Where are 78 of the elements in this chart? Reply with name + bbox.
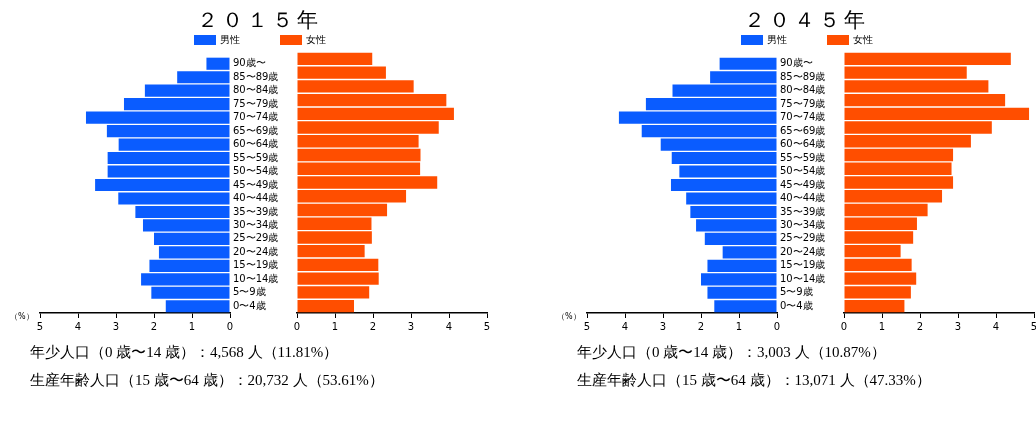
x-tick-label: 2 <box>916 320 924 332</box>
legend-label: 女性 <box>305 33 326 47</box>
x-axis-title: （%） <box>10 312 34 322</box>
y-tick-label: 10〜14歳 <box>233 272 279 284</box>
y-tick-label: 10〜14歳 <box>780 272 826 284</box>
x-tick-label: 2 <box>369 320 377 332</box>
y-tick-label: 55〜59歳 <box>233 151 279 163</box>
y-tick-label: 85〜89歳 <box>780 70 826 82</box>
y-tick-label: 80〜84歳 <box>233 84 279 96</box>
text: 生産年齢人口（15 歳〜64 歳）：20,732 人（53.61%） <box>29 371 385 390</box>
x-tick-label: 1 <box>331 320 339 332</box>
x-tick-label: 3 <box>407 320 415 332</box>
x-tick-label: 2 <box>150 320 158 332</box>
y-tick-label: 60〜64歳 <box>780 138 826 150</box>
y-tick-label: 45〜49歳 <box>233 178 279 190</box>
y-tick-label: 70〜74歳 <box>233 111 279 123</box>
text: 生産年齢人口（15 歳〜64 歳）：13,071 人（47.33%） <box>576 371 932 390</box>
legend-label: 女性 <box>852 33 873 47</box>
y-tick-label: 15〜19歳 <box>233 259 279 271</box>
x-tick-label: 4 <box>621 320 629 332</box>
x-tick-label: 2 <box>697 320 705 332</box>
y-tick-label: 35〜39歳 <box>233 205 279 217</box>
x-tick-label: 4 <box>992 320 1000 332</box>
chart-title: ２０１５年 <box>196 8 323 32</box>
y-tick-label: 0〜4歳 <box>780 299 813 311</box>
x-tick-label: 5 <box>583 320 591 332</box>
x-tick-label: 0 <box>293 320 301 332</box>
y-tick-label: 50〜54歳 <box>233 165 279 177</box>
y-tick-label: 0〜4歳 <box>233 299 266 311</box>
bar <box>844 203 928 217</box>
y-tick-label: 25〜29歳 <box>780 232 826 244</box>
x-tick-label: 0 <box>840 320 848 332</box>
y-tick-label: 15〜19歳 <box>780 259 826 271</box>
y-tick-label: 35〜39歳 <box>780 205 826 217</box>
x-tick-label: 1 <box>878 320 886 332</box>
y-tick-label: 65〜69歳 <box>233 124 279 136</box>
y-tick-label: 55〜59歳 <box>780 151 826 163</box>
y-tick-label: 30〜34歳 <box>780 219 826 231</box>
x-tick-label: 3 <box>112 320 120 332</box>
y-tick-label: 5〜9歳 <box>780 286 813 298</box>
y-tick-label: 60〜64歳 <box>233 138 279 150</box>
x-tick-label: 1 <box>735 320 743 332</box>
y-tick-label: 90歳〜 <box>233 57 266 69</box>
y-tick-label: 75〜79歳 <box>233 97 279 109</box>
text: 年少人口（0 歳〜14 歳）：4,568 人（11.81%） <box>29 343 340 362</box>
y-tick-label: 90歳〜 <box>780 57 813 69</box>
legend-label: 男性 <box>766 33 787 47</box>
y-tick-label: 20〜24歳 <box>780 245 826 257</box>
x-tick-label: 0 <box>226 320 234 332</box>
x-tick-label: 3 <box>659 320 667 332</box>
x-tick-label: 5 <box>483 320 491 332</box>
x-tick-label: 5 <box>36 320 44 332</box>
y-tick-label: 20〜24歳 <box>233 245 279 257</box>
chart-title: ２０４５年 <box>743 8 870 32</box>
x-tick-label: 5 <box>1030 320 1036 332</box>
x-axis-title: （%） <box>557 312 581 322</box>
y-tick-label: 40〜44歳 <box>233 192 279 204</box>
y-tick-label: 75〜79歳 <box>780 97 826 109</box>
y-tick-label: 25〜29歳 <box>233 232 279 244</box>
x-tick-label: 4 <box>74 320 82 332</box>
x-tick-label: 0 <box>773 320 781 332</box>
bar <box>297 203 388 217</box>
legend-label: 男性 <box>219 33 240 47</box>
y-tick-label: 70〜74歳 <box>780 111 826 123</box>
x-tick-label: 3 <box>954 320 962 332</box>
y-tick-label: 80〜84歳 <box>780 84 826 96</box>
y-tick-label: 40〜44歳 <box>780 192 826 204</box>
y-tick-label: 30〜34歳 <box>233 219 279 231</box>
y-tick-label: 5〜9歳 <box>233 286 266 298</box>
text: 年少人口（0 歳〜14 歳）：3,003 人（10.87%） <box>576 343 887 362</box>
y-tick-label: 45〜49歳 <box>780 178 826 190</box>
y-tick-label: 50〜54歳 <box>780 165 826 177</box>
x-tick-label: 1 <box>188 320 196 332</box>
y-tick-label: 65〜69歳 <box>780 124 826 136</box>
x-tick-label: 4 <box>445 320 453 332</box>
bar <box>297 148 421 162</box>
y-tick-label: 85〜89歳 <box>233 70 279 82</box>
bar <box>844 148 954 162</box>
